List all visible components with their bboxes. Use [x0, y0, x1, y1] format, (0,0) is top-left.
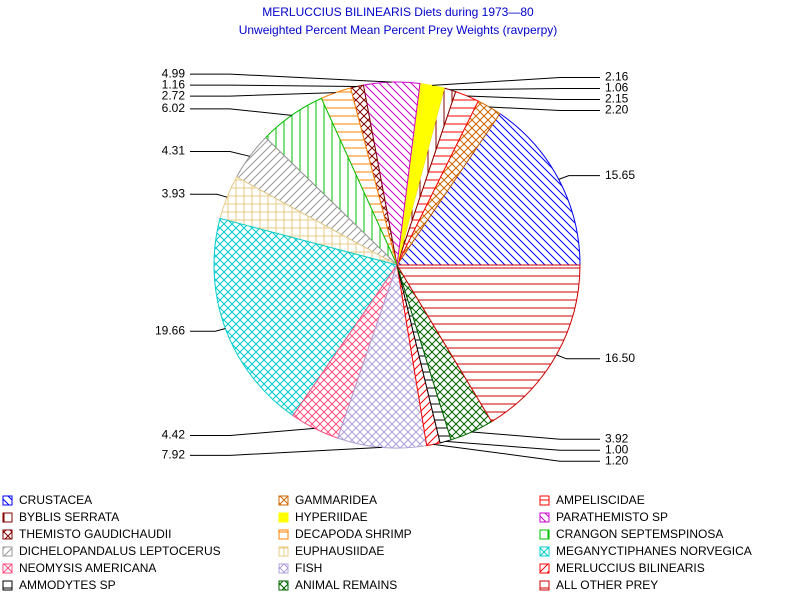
leader-line: [190, 328, 226, 332]
slice-label: 2.20: [605, 103, 629, 117]
leader-line: [190, 151, 250, 157]
legend-label: THEMISTO GAUDICHAUDII: [19, 527, 171, 541]
legend-label: ANIMAL REMAINS: [295, 578, 397, 592]
slice-label: 3.92: [605, 431, 629, 445]
leader-line: [190, 446, 382, 456]
leader-line: [190, 193, 228, 198]
legend-swatch: [2, 529, 13, 540]
leader-line: [489, 106, 600, 112]
leader-line: [190, 84, 357, 87]
legend-label: BYBLIS SERRATA: [19, 510, 119, 524]
legend-label: EUPHAUSIIDAE: [295, 544, 384, 558]
slice-label: 4.42: [162, 428, 186, 442]
slice-label: 7.92: [162, 448, 186, 462]
slice-label: 1.00: [605, 442, 629, 456]
chart-subtitle: Unweighted Percent Mean Percent Prey Wei…: [239, 23, 558, 37]
slice-label: 16.50: [605, 351, 635, 365]
leader-line: [432, 77, 600, 86]
legend-swatch: [2, 580, 13, 591]
slice-label: 1.06: [605, 81, 629, 95]
legend-swatch: [278, 495, 289, 506]
slice-label: 4.99: [162, 66, 186, 80]
legend-swatch: [278, 546, 289, 557]
leader-line: [433, 443, 600, 462]
legend-label: MERLUCCIUS BILINEARIS: [556, 561, 705, 575]
leader-line: [190, 427, 315, 437]
legend-swatch: [2, 546, 13, 557]
legend-swatch: [278, 580, 289, 591]
slice-label: 2.16: [605, 70, 629, 84]
leader-line: [449, 88, 600, 91]
legend-label: ALL OTHER PREY: [556, 578, 658, 592]
legend-label: HYPERIIDAE: [295, 510, 368, 524]
legend-swatch: [539, 563, 550, 574]
pie-slice: [396, 264, 581, 423]
slice-label: 1.16: [162, 77, 186, 91]
slice-label: 6.02: [162, 101, 186, 115]
legend-label: GAMMARIDEA: [295, 493, 377, 507]
leader-line: [190, 108, 292, 116]
legend-label: DECAPODA SHRIMP: [295, 527, 412, 541]
legend-label: MEGANYCTIPHANES NORVEGICA: [556, 544, 752, 558]
leader-line: [190, 73, 392, 83]
legend-swatch: [278, 529, 289, 540]
slice-label: 19.66: [155, 323, 185, 337]
legend-label: NEOMYSIS AMERICANA: [19, 561, 156, 575]
legend-label: AMMODYTES SP: [19, 578, 116, 592]
legend-label: FISH: [295, 561, 322, 575]
legend-label: CRUSTACEA: [19, 493, 92, 507]
legend-swatch: [539, 546, 550, 557]
slice-label: 1.20: [605, 453, 629, 467]
slice-label: 15.65: [605, 168, 635, 182]
leader-line: [556, 354, 600, 360]
slice-label: 2.72: [162, 88, 186, 102]
leader-line: [467, 95, 600, 101]
legend-swatch: [278, 512, 289, 523]
legend-swatch: [2, 563, 13, 574]
legend-swatch: [2, 495, 13, 506]
legend-swatch: [2, 512, 13, 523]
legend-swatch: [539, 529, 550, 540]
leader-line: [558, 175, 600, 180]
slice-label: 3.93: [162, 186, 186, 200]
leader-line: [190, 92, 336, 97]
chart-title: MERLUCCIUS BILINEARIS Diets during 1973—…: [262, 5, 534, 19]
legend-label: PARATHEMISTO SP: [556, 510, 668, 524]
legend-swatch: [539, 495, 550, 506]
leader-line: [471, 431, 600, 440]
legend-swatch: [539, 580, 550, 591]
legend-label: AMPELISCIDAE: [556, 493, 645, 507]
leader-line: [445, 440, 600, 451]
slice-label: 4.31: [162, 144, 186, 158]
legend-swatch: [278, 563, 289, 574]
slice-label: 2.15: [605, 92, 629, 106]
legend-label: CRANGON SEPTEMSPINOSA: [556, 527, 723, 541]
legend-label: DICHELOPANDALUS LEPTOCERUS: [19, 544, 221, 558]
legend-swatch: [539, 512, 550, 523]
